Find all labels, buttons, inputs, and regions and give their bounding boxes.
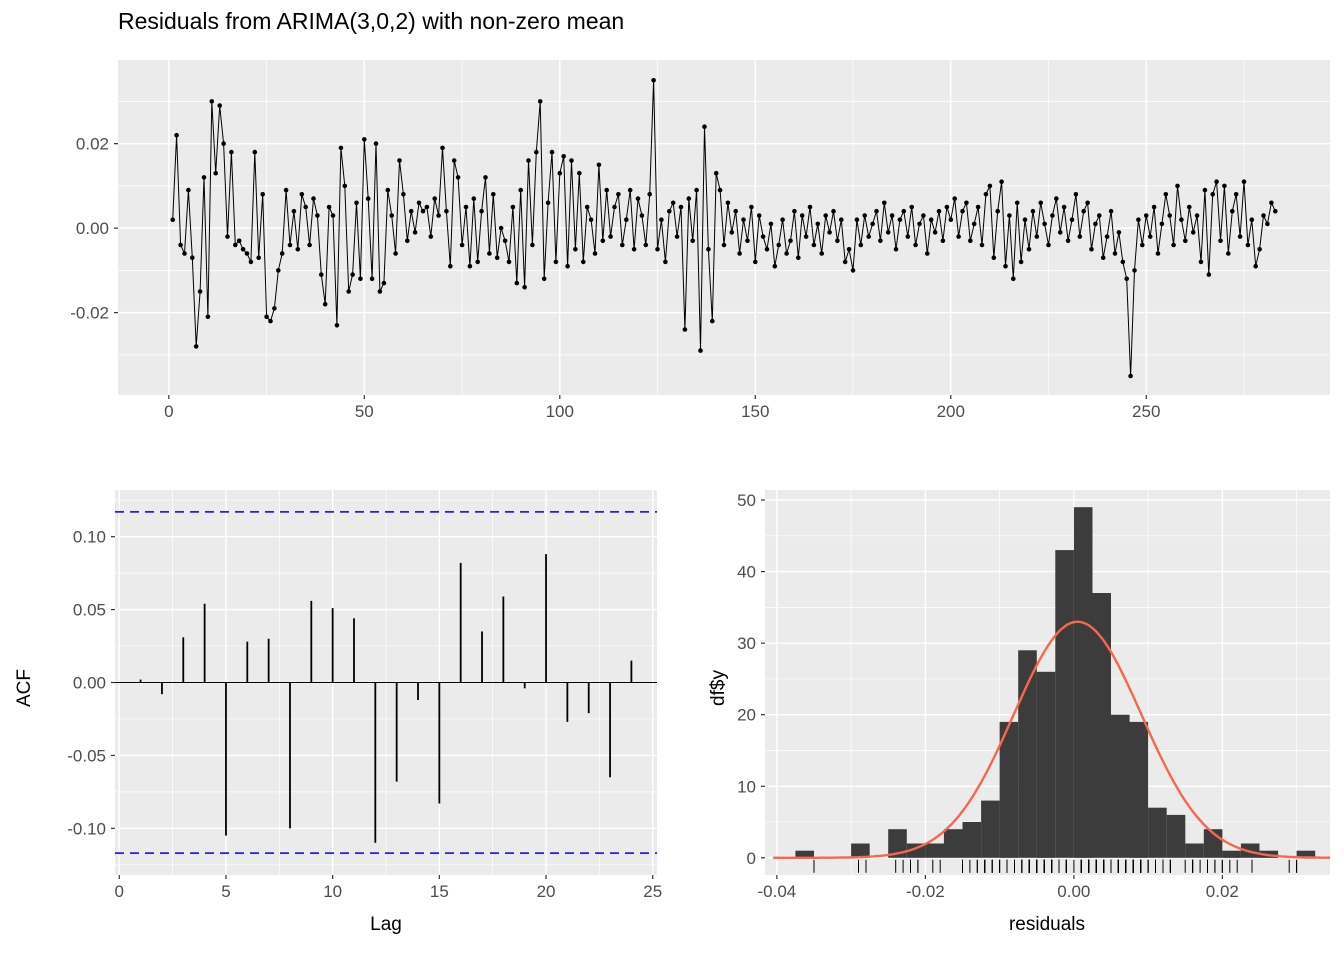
histogram-y-tick-label: 50 xyxy=(737,491,756,510)
histogram-x-axis-label: residuals xyxy=(1009,914,1085,935)
acf-x-axis-label: Lag xyxy=(370,914,402,935)
acf-y-tick-label: -0.10 xyxy=(67,819,106,838)
histogram-panel: df$y residuals -0.04 -0.02 0.00 0.02 0 10 20 30… xyxy=(708,490,1330,935)
acf-x-tick-label: 15 xyxy=(430,882,449,901)
histogram-x-tick-label: 0.02 xyxy=(1206,882,1239,901)
normal-density-curve xyxy=(773,620,1330,859)
acf-y-tick-label: 0.00 xyxy=(73,674,106,693)
acf-y-tick-label: 0.05 xyxy=(73,601,106,620)
residuals-x-tick-label: 250 xyxy=(1132,402,1160,421)
histogram-y-tick-label: 40 xyxy=(737,563,756,582)
acf-x-tick-label: 5 xyxy=(221,882,230,901)
residuals-x-tick-label: 150 xyxy=(741,402,769,421)
residuals-panel: 0 50 100 150 200 250 -0.02 0.00 0.02 xyxy=(70,60,1330,421)
histogram-bars xyxy=(795,507,1316,858)
residuals-y-tick-label: -0.02 xyxy=(70,304,109,323)
residuals-rug xyxy=(813,859,1298,873)
residuals-points xyxy=(170,78,1278,379)
acf-x-tick-label: 25 xyxy=(643,882,662,901)
acf-y-axis-label: ACF xyxy=(14,669,35,707)
acf-axis-ticks: 0 5 10 15 20 25 -0.10 -0.05 0.00 0.05 0.10 xyxy=(67,528,662,901)
acf-bars xyxy=(139,554,633,843)
residuals-x-tick-label: 100 xyxy=(546,402,574,421)
residuals-y-tick-label: 0.00 xyxy=(76,219,109,238)
histogram-y-tick-label: 0 xyxy=(747,849,756,868)
residuals-minor-gridlines xyxy=(118,60,1330,395)
histogram-y-tick-label: 30 xyxy=(737,634,756,653)
histogram-axis-ticks: -0.04 -0.02 0.00 0.02 0 10 20 30 40 50 xyxy=(737,491,1239,901)
acf-panel: ACF Lag 0 5 10 15 20 25 -0.10 -0.05 0.00 0.05 0.10 xyxy=(14,490,662,935)
acf-x-tick-label: 20 xyxy=(537,882,556,901)
histogram-x-tick-label: -0.02 xyxy=(906,882,945,901)
histogram-y-axis-label: df$y xyxy=(708,670,729,706)
acf-y-tick-label: -0.05 xyxy=(67,746,106,765)
histogram-x-tick-label: -0.04 xyxy=(758,882,797,901)
histogram-y-tick-label: 10 xyxy=(737,777,756,796)
acf-x-tick-label: 0 xyxy=(115,882,124,901)
histogram-y-tick-label: 20 xyxy=(737,706,756,725)
residuals-x-tick-label: 200 xyxy=(937,402,965,421)
residuals-x-tick-label: 50 xyxy=(355,402,374,421)
acf-x-tick-label: 10 xyxy=(323,882,342,901)
histogram-x-tick-label: 0.00 xyxy=(1057,882,1090,901)
residuals-y-tick-label: 0.02 xyxy=(76,135,109,154)
acf-y-tick-label: 0.10 xyxy=(73,528,106,547)
residuals-x-tick-label: 0 xyxy=(164,402,173,421)
chart-title: Residuals from ARIMA(3,0,2) with non-zer… xyxy=(118,8,625,34)
residuals-axis-ticks: 0 50 100 150 200 250 -0.02 0.00 0.02 xyxy=(70,135,1160,421)
